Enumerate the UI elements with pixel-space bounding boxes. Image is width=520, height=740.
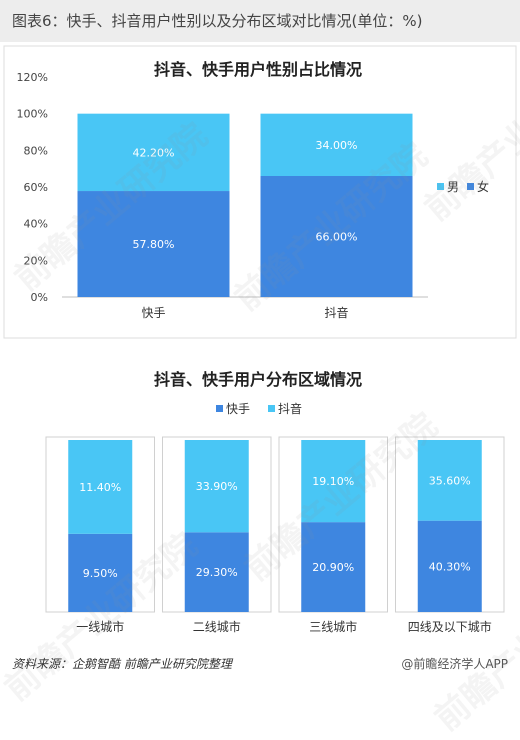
x-tick-label: 二线城市 <box>193 619 241 634</box>
y-tick-label: 60% <box>24 181 48 194</box>
x-tick-label: 一线城市 <box>76 619 124 634</box>
bar-segment <box>184 440 249 533</box>
bar-segment <box>184 532 249 612</box>
legend-label: 抖音 <box>278 401 302 416</box>
chart2-title: 抖音、快手用户分布区域情况 <box>154 370 362 389</box>
x-tick-label: 四线及以下城市 <box>408 619 492 634</box>
region-chart: 抖音、快手用户分布区域情况 快手 抖音 9.50% 11.40% 一线城市 29.30% 3… <box>45 370 505 634</box>
bar-segment <box>301 440 366 523</box>
chart1-title: 抖音、快手用户性别占比情况 <box>154 60 362 79</box>
bar-segment <box>77 191 230 297</box>
y-tick-label: 0% <box>31 291 48 304</box>
y-tick-label: 80% <box>24 144 48 157</box>
data-label: 20.90% <box>312 561 354 574</box>
x-tick-label: 快手 <box>141 306 165 320</box>
gender-chart: 抖音、快手用户性别占比情况 0% 20% 40% 60% 80% 100% 120% 57.8… <box>3 45 517 339</box>
bar-segment <box>68 440 133 534</box>
legend-swatch <box>216 405 223 412</box>
bar-segment <box>417 520 482 612</box>
y-tick-label: 100% <box>17 108 48 121</box>
x-tick-label: 三线城市 <box>309 619 357 634</box>
data-label: 34.00% <box>316 139 358 152</box>
y-tick-label: 20% <box>24 254 48 267</box>
y-tick-label: 40% <box>24 218 48 231</box>
bar-segment <box>260 176 413 297</box>
data-label: 57.80% <box>133 238 175 251</box>
data-label: 35.60% <box>429 474 471 487</box>
y-tick-label: 120% <box>17 71 48 84</box>
data-label: 9.50% <box>83 567 118 580</box>
bar-segment <box>77 113 230 192</box>
legend-swatch <box>467 183 474 190</box>
data-label: 29.30% <box>196 566 238 579</box>
source-note: 资料来源：企鹅智酷 前瞻产业研究院整理 <box>12 657 232 671</box>
legend-swatch <box>268 405 275 412</box>
bar-segment <box>260 113 413 176</box>
legend-label: 快手 <box>226 402 250 416</box>
bar-segment <box>301 522 366 612</box>
page-title: 图表6：快手、抖音用户性别以及分布区域对比情况(单位：%) <box>0 0 520 42</box>
legend-label: 女 <box>477 179 489 194</box>
data-label: 19.10% <box>312 475 354 488</box>
x-tick-label: 抖音 <box>324 305 348 320</box>
bar-segment <box>68 533 133 612</box>
data-label: 40.30% <box>429 560 471 573</box>
bar-segment <box>417 440 482 521</box>
legend-swatch <box>437 183 444 190</box>
data-label: 11.40% <box>79 481 121 494</box>
data-label: 66.00% <box>316 231 358 244</box>
data-label: 33.90% <box>196 480 238 493</box>
data-label: 42.20% <box>133 146 175 159</box>
legend-label: 男 <box>447 180 459 194</box>
brand-label: @前瞻经济学人APP <box>401 657 508 671</box>
gender-chart-frame <box>3 45 517 339</box>
